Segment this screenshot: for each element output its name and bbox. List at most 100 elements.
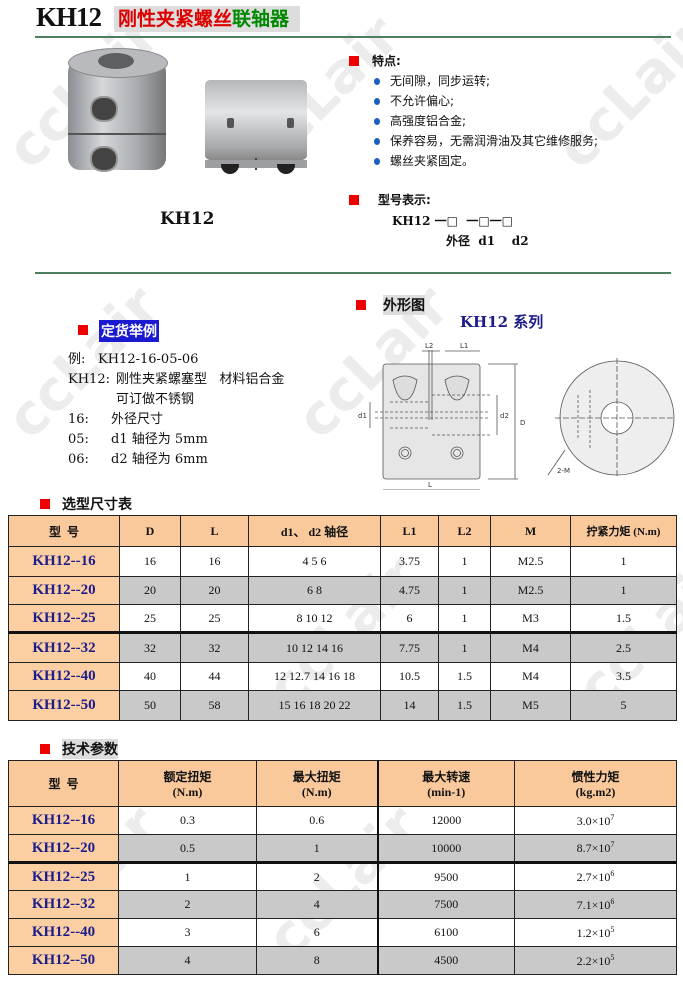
table-cell: 1 bbox=[438, 546, 491, 577]
col-header-unit: (N.m) bbox=[172, 784, 203, 799]
label-d: D bbox=[520, 419, 525, 427]
table-cell: 3.0×107 bbox=[514, 806, 677, 835]
table-row: KH12--16 16 16 4 5 6 3.75 1 M2.5 1 bbox=[8, 546, 677, 577]
order-value: d2 轴径为 6mm bbox=[111, 452, 208, 467]
table-cell: 32 bbox=[119, 631, 181, 663]
bullet-icon bbox=[374, 138, 380, 145]
label-d1: d1 bbox=[358, 412, 367, 420]
bullet-icon bbox=[374, 98, 380, 105]
table-cell: 14 bbox=[380, 690, 439, 721]
cell-value: 4500 bbox=[434, 953, 459, 967]
cell-value: 1 bbox=[184, 869, 191, 884]
features-heading: 特点: bbox=[372, 54, 401, 68]
order-example-list: 例: KH12-16-05-06 KH12: 刚性夹紧螺塞型 材料铝合金 可订做不锈… bbox=[68, 350, 284, 470]
table-cell: 20 bbox=[119, 576, 181, 605]
cell-value: 7.1×10 bbox=[576, 897, 611, 912]
table-cell: 4 5 6 bbox=[248, 546, 381, 577]
table-cell: 10.5 bbox=[380, 662, 439, 691]
cell-value: 2.7×10 bbox=[576, 870, 611, 884]
model-cell: KH12--25 bbox=[8, 604, 120, 633]
bullet-icon bbox=[374, 118, 380, 125]
model-cell: KH12--40 bbox=[8, 918, 119, 947]
feature-item: 不允许偏心; bbox=[390, 94, 455, 108]
watermark: ccLair bbox=[544, 3, 683, 182]
cell-value: KH12--20 bbox=[31, 839, 96, 856]
exponent: 7 bbox=[610, 840, 615, 849]
table-cell: 2.5 bbox=[570, 631, 677, 663]
feature-item: 无间隙，同步运转; bbox=[390, 74, 491, 88]
table-cell: 16 bbox=[180, 546, 249, 577]
cell-value: 12000 bbox=[431, 813, 462, 827]
cell-value: 4 bbox=[184, 953, 191, 967]
table-cell: 12000 bbox=[376, 806, 515, 835]
cell-value: 6100 bbox=[434, 925, 459, 939]
feature-item: 保养容易，无需润滑油及其它维修服务; bbox=[390, 134, 599, 148]
red-square-icon bbox=[349, 195, 359, 205]
table-cell: 3.75 bbox=[380, 546, 439, 577]
table-cell: M3 bbox=[490, 604, 571, 633]
model-cell: KH12--20 bbox=[8, 834, 119, 863]
table-cell: 25 bbox=[180, 604, 249, 633]
table-row: KH12--16 0.3 0.6 12000 3.0×107 bbox=[8, 806, 677, 835]
cell-value: KH12--16 bbox=[31, 812, 96, 828]
col-header: 型 号 bbox=[8, 760, 119, 807]
exponent: 5 bbox=[610, 924, 615, 934]
table-cell: M4 bbox=[490, 631, 571, 663]
table-cell: 15 16 18 20 22 bbox=[248, 690, 381, 721]
table-cell: 4 bbox=[118, 946, 257, 975]
table-header-row: 型 号 D L d1、 d2 轴径 L1 L2 M 拧紧力矩 (N.m) bbox=[8, 515, 677, 547]
divider bbox=[35, 36, 671, 38]
table-cell: 44 bbox=[180, 662, 249, 691]
red-square-icon bbox=[40, 499, 50, 509]
model-cell: KH12--20 bbox=[8, 576, 120, 605]
order-example-heading: 定货举例 bbox=[99, 320, 159, 342]
red-square-icon bbox=[78, 325, 88, 335]
cell-value: 7500 bbox=[434, 897, 459, 911]
cell-value: 6 bbox=[313, 925, 320, 939]
col-header: D bbox=[119, 515, 181, 547]
label-l: L bbox=[428, 481, 432, 489]
model-title: KH12 bbox=[36, 2, 102, 32]
col-header: 最大转速 (min-1) bbox=[376, 760, 515, 807]
table-cell: 0.3 bbox=[118, 806, 257, 835]
table-cell: 1 bbox=[570, 576, 677, 605]
cell-value: 3 bbox=[184, 925, 191, 939]
drawing-heading: 外形图 bbox=[383, 295, 425, 315]
table-cell: 6100 bbox=[376, 918, 515, 947]
red-square-icon bbox=[40, 744, 50, 754]
cell-value: 1 bbox=[313, 840, 320, 855]
cell-value: 0.5 bbox=[180, 840, 195, 855]
cell-value: 2.2×10 bbox=[576, 953, 611, 968]
tech-table: 型 号 额定扭矩 (N.m) 最大扭矩 (N.m) 最大转速 (min-1) 惯性力矩… bbox=[8, 760, 677, 975]
table-cell: 4500 bbox=[376, 946, 515, 975]
table-cell: 1 bbox=[118, 861, 257, 891]
order-value: 刚性夹紧螺塞型 材料铝合金 bbox=[116, 372, 285, 387]
table-cell: 8 10 12 bbox=[248, 604, 381, 633]
model-cell: KH12--32 bbox=[8, 631, 120, 663]
table-cell: 58 bbox=[180, 690, 249, 721]
order-key: 例: bbox=[68, 352, 86, 367]
table-row: KH12--40 40 44 12 12.7 14 16 18 10.5 1.5 M4 3.5 bbox=[8, 662, 677, 691]
table-cell: 10 12 14 16 bbox=[248, 631, 381, 663]
table-cell: 8 bbox=[256, 946, 378, 975]
table-cell: 8.7×107 bbox=[514, 834, 677, 863]
coupling-photo-side bbox=[205, 80, 307, 176]
table-cell: 5 bbox=[570, 690, 677, 721]
col-header: L1 bbox=[380, 515, 439, 547]
table-row: KH12--32 32 32 10 12 14 16 7.75 1 M4 2.5 bbox=[8, 631, 677, 663]
model-cell: KH12--50 bbox=[8, 690, 120, 721]
cell-value: KH12--25 bbox=[31, 868, 96, 885]
table-row: KH12--50 50 58 15 16 18 20 22 14 1.5 M5 5 bbox=[8, 690, 677, 721]
product-title: 刚性夹紧螺丝联轴器 bbox=[114, 6, 300, 32]
table-cell: 1 bbox=[438, 576, 491, 605]
table-cell: 1 bbox=[570, 546, 677, 577]
table-cell: 4 bbox=[256, 890, 378, 919]
table-row: KH12--20 0.5 1 10000 8.7×107 bbox=[8, 834, 677, 863]
table-cell: 50 bbox=[119, 690, 181, 721]
cell-value: 4 bbox=[313, 897, 320, 911]
table-cell: 7.1×106 bbox=[514, 890, 677, 919]
dimension-table: 型 号 D L d1、 d2 轴径 L1 L2 M 拧紧力矩 (N.m) KH1… bbox=[8, 515, 677, 721]
col-header: L2 bbox=[438, 515, 491, 547]
order-value: 可订做不锈钢 bbox=[116, 392, 195, 407]
table-cell: 1 bbox=[438, 631, 491, 663]
